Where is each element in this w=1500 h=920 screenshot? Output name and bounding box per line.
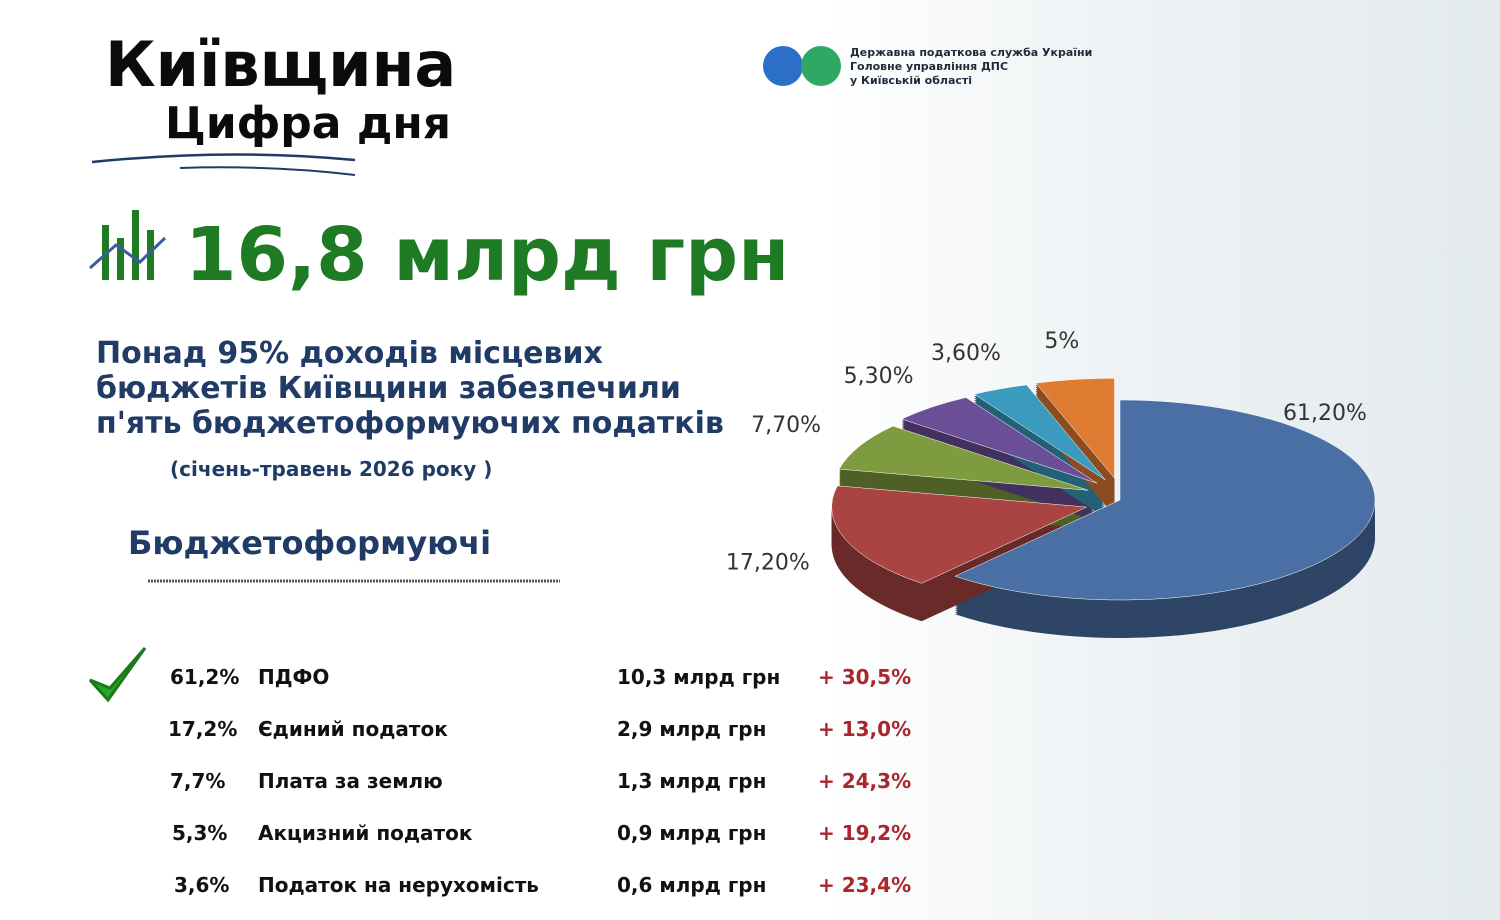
title: Київщина — [105, 28, 457, 101]
description: Понад 95% доходів місцевих бюджетів Київ… — [96, 336, 724, 441]
value-label: 5% — [1044, 329, 1079, 354]
amount: 1,3 млрд грн — [617, 769, 767, 793]
tax-name: Єдиний податок — [258, 717, 448, 741]
amount: 0,6 млрд грн — [617, 873, 767, 897]
description-line: Понад 95% доходів місцевих — [96, 336, 603, 371]
growth: + 30,5% — [818, 665, 912, 689]
share: 7,7% — [170, 769, 226, 793]
value-label: 3,60% — [931, 341, 1001, 366]
logo-line: Державна податкова служба України — [850, 46, 1093, 59]
value-label: 61,20% — [1283, 401, 1367, 426]
logo-text: Державна податкова служба України Головн… — [850, 46, 1092, 88]
share: 3,6% — [174, 873, 230, 897]
slice — [838, 425, 1089, 491]
value-label: 7,70% — [751, 413, 821, 438]
value-label: 5,30% — [844, 364, 914, 389]
tax-name: Акцизний податок — [258, 821, 473, 845]
share: 5,3% — [172, 821, 228, 845]
period: (січень-травень 2026 року ) — [170, 457, 493, 481]
value-label: 17,20% — [726, 550, 810, 575]
tax-name: Податок на нерухомість — [258, 873, 539, 897]
slice — [1035, 378, 1115, 479]
slice — [831, 485, 1088, 584]
section-title: Бюджетоформуючі — [128, 524, 492, 562]
share: 17,2% — [168, 717, 238, 741]
logo-line: у Київській області — [850, 74, 973, 87]
amount: 2,9 млрд грн — [617, 717, 767, 741]
growth: + 23,4% — [818, 873, 912, 897]
growth: + 19,2% — [818, 821, 912, 845]
description-line: п'ять бюджетоформуючих податків — [96, 406, 724, 441]
headline-figure: 16,8 млрд грн — [185, 212, 790, 298]
amount: 0,9 млрд грн — [617, 821, 767, 845]
subtitle: Цифра дня — [165, 98, 451, 149]
slice — [954, 399, 1376, 601]
share: 61,2% — [170, 665, 240, 689]
tax-name: ПДФО — [258, 665, 330, 689]
tax-name: Плата за землю — [258, 769, 443, 793]
growth: + 24,3% — [818, 769, 912, 793]
growth: + 13,0% — [818, 717, 912, 741]
slice — [901, 397, 1098, 484]
logo-line: Головне управління ДПС — [850, 60, 1009, 73]
amount: 10,3 млрд грн — [617, 665, 781, 689]
description-line: бюджетів Київщини забезпечили — [96, 371, 681, 406]
slice — [973, 384, 1106, 481]
